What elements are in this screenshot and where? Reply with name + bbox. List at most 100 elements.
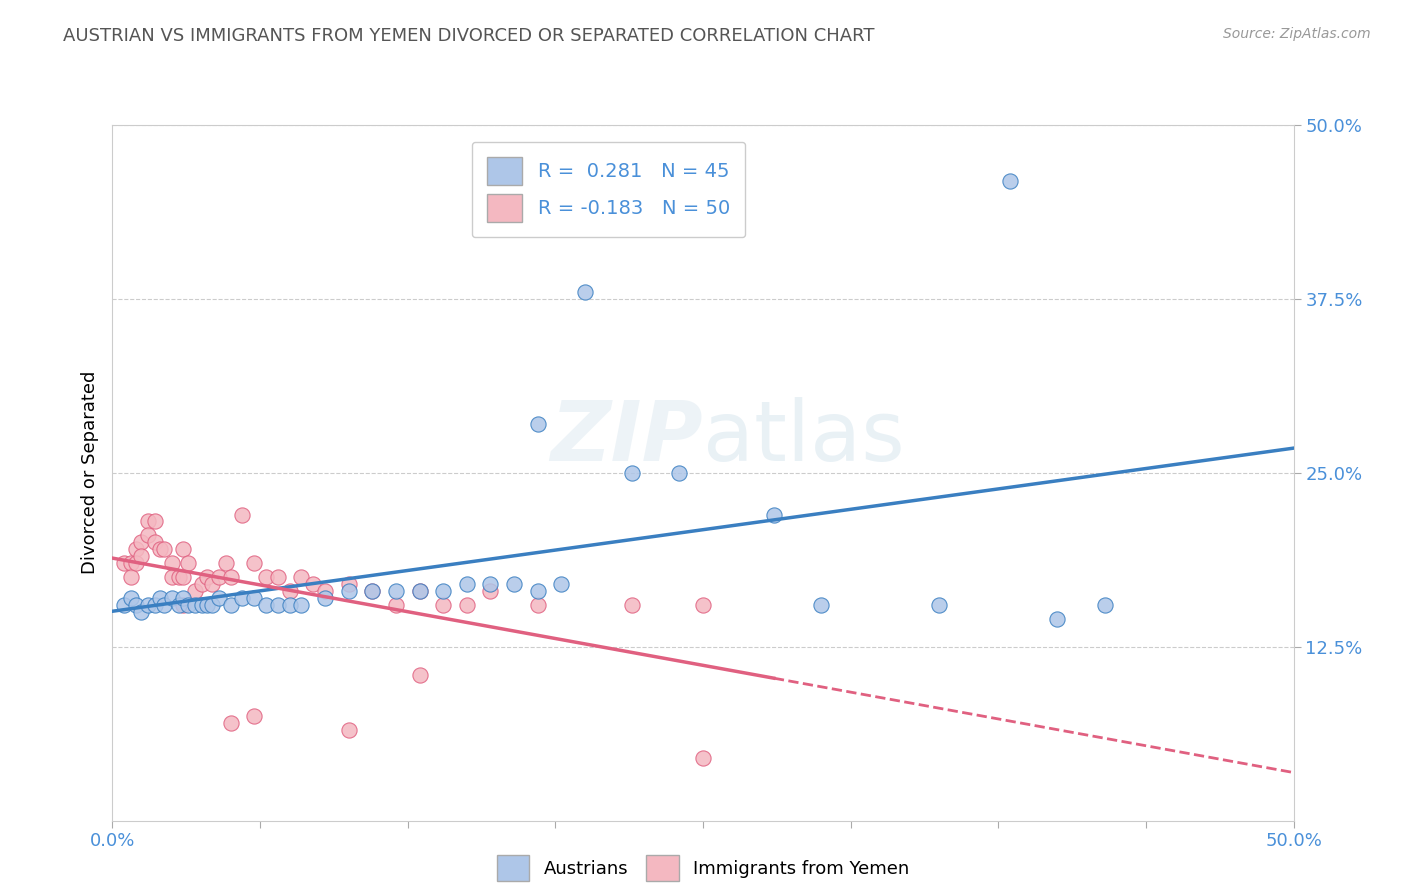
Point	[692, 598, 714, 612]
Point	[432, 598, 454, 612]
Point	[177, 556, 200, 570]
Point	[129, 605, 152, 619]
Point	[172, 542, 194, 557]
Point	[167, 570, 190, 584]
Point	[219, 570, 242, 584]
Point	[337, 577, 360, 591]
Point	[177, 598, 200, 612]
Point	[385, 584, 408, 599]
Point	[668, 466, 690, 480]
Point	[254, 570, 277, 584]
Point	[456, 598, 478, 612]
Point	[1094, 598, 1116, 612]
Point	[479, 584, 502, 599]
Point	[290, 570, 312, 584]
Point	[125, 556, 148, 570]
Point	[184, 584, 207, 599]
Point	[267, 598, 290, 612]
Point	[143, 598, 166, 612]
Text: Source: ZipAtlas.com: Source: ZipAtlas.com	[1223, 27, 1371, 41]
Point	[503, 577, 526, 591]
Point	[153, 598, 176, 612]
Point	[361, 584, 384, 599]
Point	[195, 570, 218, 584]
Point	[408, 584, 430, 599]
Point	[160, 591, 183, 605]
Point	[998, 173, 1021, 187]
Point	[143, 535, 166, 549]
Point	[129, 549, 152, 564]
Y-axis label: Divorced or Separated: Divorced or Separated	[80, 371, 98, 574]
Point	[621, 466, 644, 480]
Point	[143, 515, 166, 529]
Point	[136, 598, 159, 612]
Point	[432, 584, 454, 599]
Point	[526, 584, 548, 599]
Point	[928, 598, 950, 612]
Point	[191, 598, 214, 612]
Point	[112, 556, 135, 570]
Point	[243, 556, 266, 570]
Point	[314, 584, 336, 599]
Point	[112, 598, 135, 612]
Point	[136, 528, 159, 542]
Point	[385, 598, 408, 612]
Point	[243, 591, 266, 605]
Point	[267, 570, 290, 584]
Point	[526, 417, 548, 431]
Point	[314, 591, 336, 605]
Point	[172, 598, 194, 612]
Point	[219, 598, 242, 612]
Point	[290, 598, 312, 612]
Point	[337, 723, 360, 738]
Point	[167, 598, 190, 612]
Point	[201, 577, 224, 591]
Point	[201, 598, 224, 612]
Point	[149, 542, 172, 557]
Point	[1046, 612, 1069, 626]
Point	[231, 508, 253, 522]
Point	[574, 285, 596, 299]
Point	[208, 570, 231, 584]
Point	[215, 556, 238, 570]
Text: atlas: atlas	[703, 398, 904, 478]
Point	[160, 570, 183, 584]
Point	[278, 584, 301, 599]
Point	[184, 598, 207, 612]
Point	[479, 577, 502, 591]
Point	[408, 584, 430, 599]
Point	[125, 542, 148, 557]
Point	[129, 535, 152, 549]
Point	[408, 667, 430, 681]
Point	[692, 751, 714, 765]
Point	[172, 591, 194, 605]
Point	[621, 598, 644, 612]
Point	[120, 570, 142, 584]
Point	[456, 577, 478, 591]
Point	[550, 577, 572, 591]
Point	[160, 556, 183, 570]
Point	[195, 598, 218, 612]
Point	[136, 515, 159, 529]
Point	[120, 556, 142, 570]
Point	[278, 598, 301, 612]
Point	[762, 508, 785, 522]
Point	[337, 584, 360, 599]
Point	[231, 591, 253, 605]
Point	[254, 598, 277, 612]
Text: AUSTRIAN VS IMMIGRANTS FROM YEMEN DIVORCED OR SEPARATED CORRELATION CHART: AUSTRIAN VS IMMIGRANTS FROM YEMEN DIVORC…	[63, 27, 875, 45]
Legend: Austrians, Immigrants from Yemen: Austrians, Immigrants from Yemen	[482, 840, 924, 892]
Point	[172, 570, 194, 584]
Point	[125, 598, 148, 612]
Point	[149, 591, 172, 605]
Point	[120, 591, 142, 605]
Point	[361, 584, 384, 599]
Point	[208, 591, 231, 605]
Point	[219, 716, 242, 731]
Point	[526, 598, 548, 612]
Point	[243, 709, 266, 723]
Point	[153, 542, 176, 557]
Point	[302, 577, 325, 591]
Point	[191, 577, 214, 591]
Text: ZIP: ZIP	[550, 398, 703, 478]
